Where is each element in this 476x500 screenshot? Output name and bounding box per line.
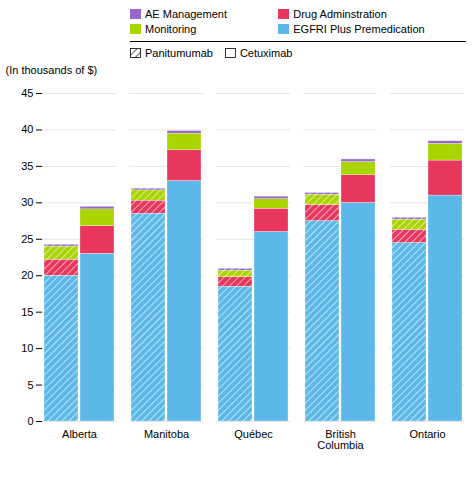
svg-text:10: 10 bbox=[21, 342, 33, 354]
svg-text:20: 20 bbox=[21, 269, 33, 281]
svg-text:(In thousands of $): (In thousands of $) bbox=[6, 64, 98, 76]
svg-text:Alberta: Alberta bbox=[62, 428, 98, 440]
svg-text:30: 30 bbox=[21, 196, 33, 208]
svg-text:15: 15 bbox=[21, 306, 33, 318]
html-text:Drug Adminstration: Drug Adminstration bbox=[293, 8, 387, 20]
svg-text:BritishColumbia: BritishColumbia bbox=[317, 428, 364, 451]
html-text:Monitoring: Monitoring bbox=[145, 23, 197, 35]
svg-text:25: 25 bbox=[21, 233, 33, 245]
svg-text:Ontario: Ontario bbox=[409, 428, 445, 440]
svg-text:40: 40 bbox=[21, 123, 33, 135]
html-text:Cetuximab: Cetuximab bbox=[239, 47, 293, 59]
svg-text:0: 0 bbox=[27, 415, 33, 427]
svg-text:Manitoba: Manitoba bbox=[144, 428, 190, 440]
svg-text:45: 45 bbox=[21, 87, 33, 99]
html-text:EGFRI Plus Premedication: EGFRI Plus Premedication bbox=[293, 23, 425, 35]
html-text:AE Management: AE Management bbox=[145, 8, 227, 20]
svg-text:5: 5 bbox=[27, 379, 33, 391]
svg-text:35: 35 bbox=[21, 160, 33, 172]
svg-text:Québec: Québec bbox=[234, 428, 273, 440]
html-text:Panitumumab: Panitumumab bbox=[145, 47, 213, 59]
